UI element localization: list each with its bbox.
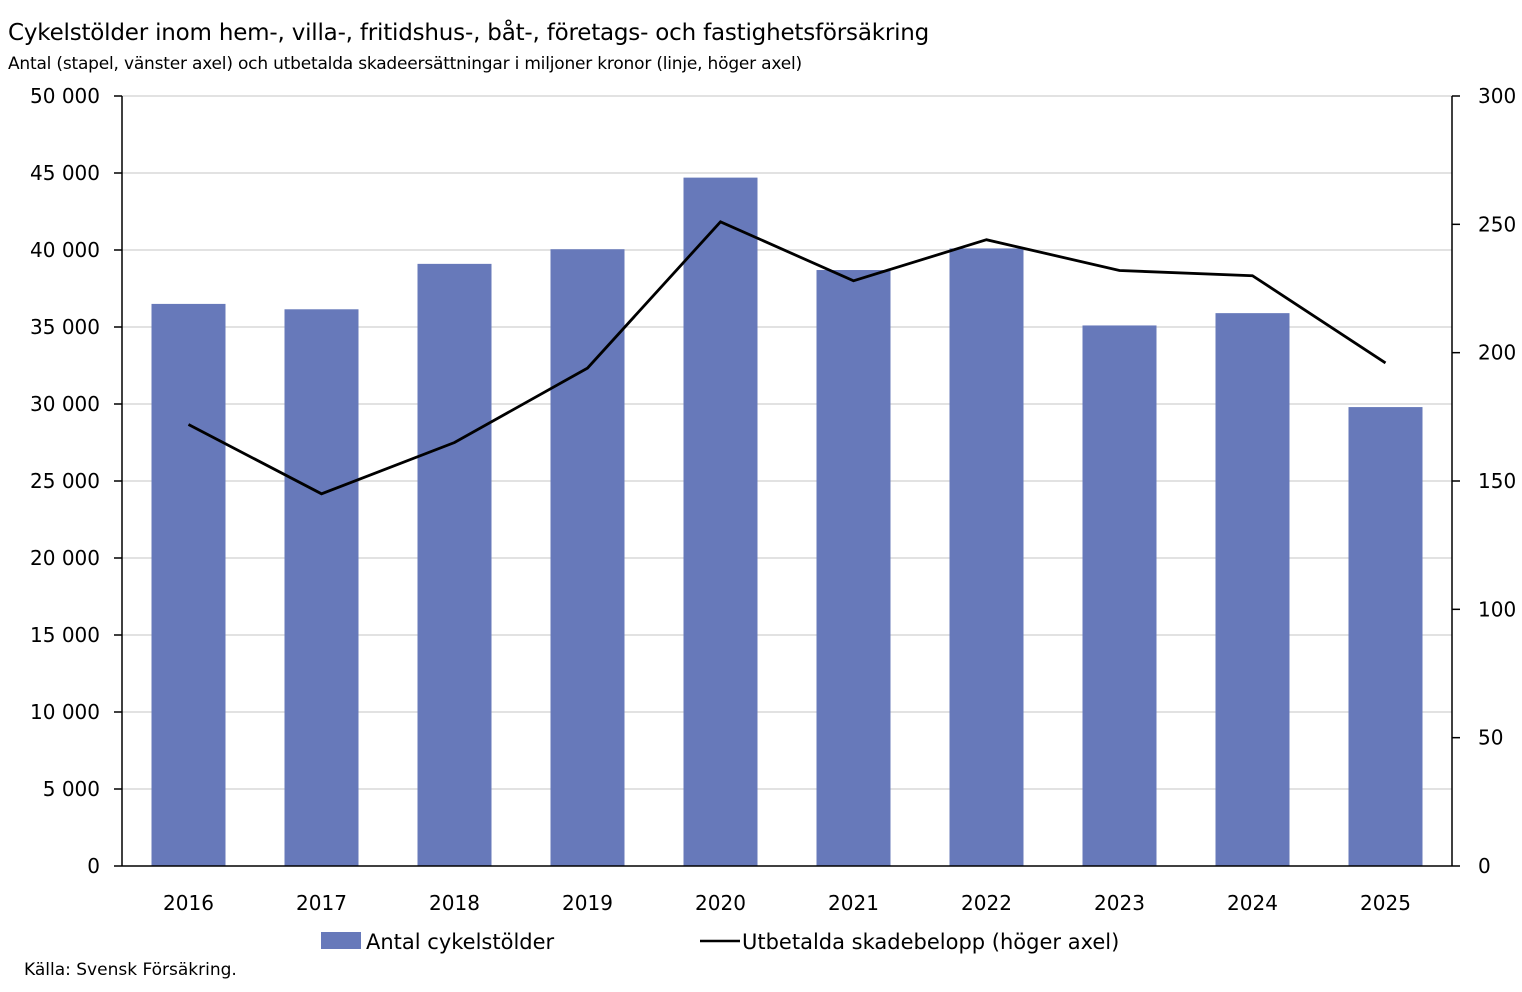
bar-2022 bbox=[949, 248, 1024, 866]
legend-label-bars: Antal cykelstölder bbox=[366, 930, 555, 954]
source-note: Källa: Svensk Försäkring. bbox=[24, 960, 237, 980]
right-tick-label: 150 bbox=[1478, 469, 1516, 493]
line-path bbox=[187, 220, 1387, 496]
x-tick-label: 2019 bbox=[562, 891, 613, 915]
chart-title: Cykelstölder inom hem-, villa-, fritidsh… bbox=[8, 20, 930, 46]
x-tick-label: 2024 bbox=[1227, 891, 1278, 915]
bar-2023 bbox=[1082, 325, 1157, 867]
bar-2017 bbox=[284, 309, 359, 866]
left-tick-label: 5 000 bbox=[43, 777, 100, 801]
bar-2021 bbox=[816, 270, 891, 866]
left-tick-label: 45 000 bbox=[30, 161, 100, 185]
x-tick-label: 2020 bbox=[695, 891, 746, 915]
x-tick-label: 2021 bbox=[828, 891, 879, 915]
left-tick-label: 50 000 bbox=[30, 84, 100, 108]
bar-2024 bbox=[1215, 313, 1290, 866]
left-tick-label: 25 000 bbox=[30, 469, 100, 493]
left-tick-label: 20 000 bbox=[30, 546, 100, 570]
x-tick-label: 2016 bbox=[163, 891, 214, 915]
right-tick-label: 100 bbox=[1478, 597, 1516, 621]
left-tick-label: 15 000 bbox=[30, 623, 100, 647]
x-tick-label: 2022 bbox=[961, 891, 1012, 915]
bars bbox=[151, 177, 1423, 867]
x-tick-label: 2023 bbox=[1094, 891, 1145, 915]
x-tick-label: 2017 bbox=[296, 891, 347, 915]
chart-subtitle: Antal (stapel, vänster axel) och utbetal… bbox=[8, 54, 802, 74]
x-axis-ticks: 2016 2017 2018 2019 2020 2021 2022 2023 2024 2025 bbox=[163, 891, 1411, 915]
right-tick-label: 200 bbox=[1478, 341, 1516, 365]
left-tick-label: 10 000 bbox=[30, 700, 100, 724]
left-tick-label: 35 000 bbox=[30, 315, 100, 339]
bar-2025 bbox=[1348, 407, 1423, 866]
x-tick-label: 2025 bbox=[1360, 891, 1411, 915]
bar-2019 bbox=[550, 249, 625, 867]
left-tick-label: 0 bbox=[87, 854, 100, 878]
line-series bbox=[187, 220, 1387, 496]
right-tick-label: 50 bbox=[1478, 726, 1503, 750]
legend-label-line: Utbetalda skadebelopp (höger axel) bbox=[742, 930, 1119, 954]
bar-2018 bbox=[417, 263, 492, 866]
right-axis-ticks: 0 50 100 150 200 250 300 bbox=[1452, 84, 1516, 878]
bar-2020 bbox=[683, 177, 758, 866]
x-tick-label: 2018 bbox=[429, 891, 480, 915]
left-tick-label: 40 000 bbox=[30, 238, 100, 262]
legend: Antal cykelstölder Utbetalda skadebelopp… bbox=[321, 930, 1119, 954]
legend-swatch-bars bbox=[321, 932, 361, 949]
left-tick-label: 30 000 bbox=[30, 392, 100, 416]
right-tick-label: 300 bbox=[1478, 84, 1516, 108]
right-tick-label: 0 bbox=[1478, 854, 1491, 878]
right-tick-label: 250 bbox=[1478, 212, 1516, 236]
bar-2016 bbox=[151, 303, 226, 866]
left-axis-ticks: 0 5 000 10 000 15 000 20 000 25 000 30 000 35 0… bbox=[30, 84, 122, 878]
